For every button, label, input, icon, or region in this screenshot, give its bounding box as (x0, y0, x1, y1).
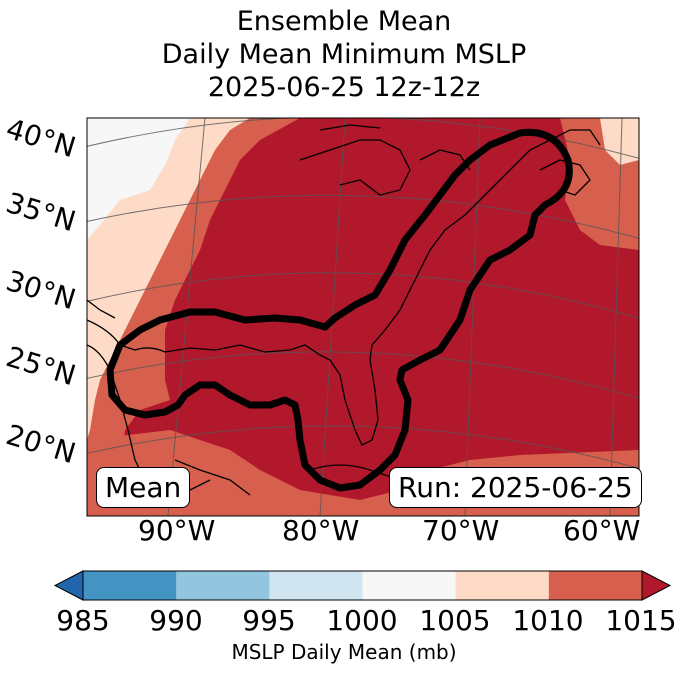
colorbar-tick-1015: 1015 (605, 604, 677, 637)
contour-1015 (106, 128, 573, 492)
title-line-3: 2025-06-25 12z-12z (207, 72, 481, 103)
run-label-box: Run: 2025-06-25 (389, 467, 642, 508)
colorbar-segment-1005 (455, 571, 550, 600)
colorbar-segment-990 (176, 571, 270, 600)
title-line-2: Daily Mean Minimum MSLP (161, 39, 527, 70)
colorbar-segment-1000 (362, 571, 457, 600)
colorbar-tick-1010: 1010 (512, 604, 584, 637)
mslp-region-1005-1010 (87, 118, 250, 440)
mean-label-box: Mean (96, 467, 191, 508)
colorbar-segment-985 (83, 571, 177, 600)
colorbar-tick-995: 995 (242, 604, 296, 637)
colorbar-tick-1000: 1000 (326, 604, 398, 637)
colorbar-extend-low (53, 570, 84, 601)
lon-label-80: 80°W (282, 514, 360, 547)
mslp-region-1000-1005 (87, 118, 190, 240)
colorbar-tick-1005: 1005 (419, 604, 491, 637)
lon-label-60: 60°W (563, 514, 641, 547)
colorbar-tick-985: 985 (56, 604, 110, 637)
colorbar-tick-990: 990 (149, 604, 203, 637)
graticule (87, 118, 639, 516)
lon-label-90: 90°W (138, 514, 216, 547)
lon-label-70: 70°W (422, 514, 500, 547)
colorbar-extend-high (641, 570, 672, 601)
colorbar-segment-1010 (548, 571, 643, 600)
title-line-1: Ensemble Mean (236, 6, 452, 37)
colorbar-segment-995 (269, 571, 363, 600)
mslp-region-1005-1010-ne (600, 118, 639, 165)
colorbar-frame (82, 570, 643, 601)
map-frame (86, 117, 640, 517)
map-area (87, 118, 639, 516)
colorbar-label: MSLP Daily Mean (mb) (231, 640, 457, 664)
